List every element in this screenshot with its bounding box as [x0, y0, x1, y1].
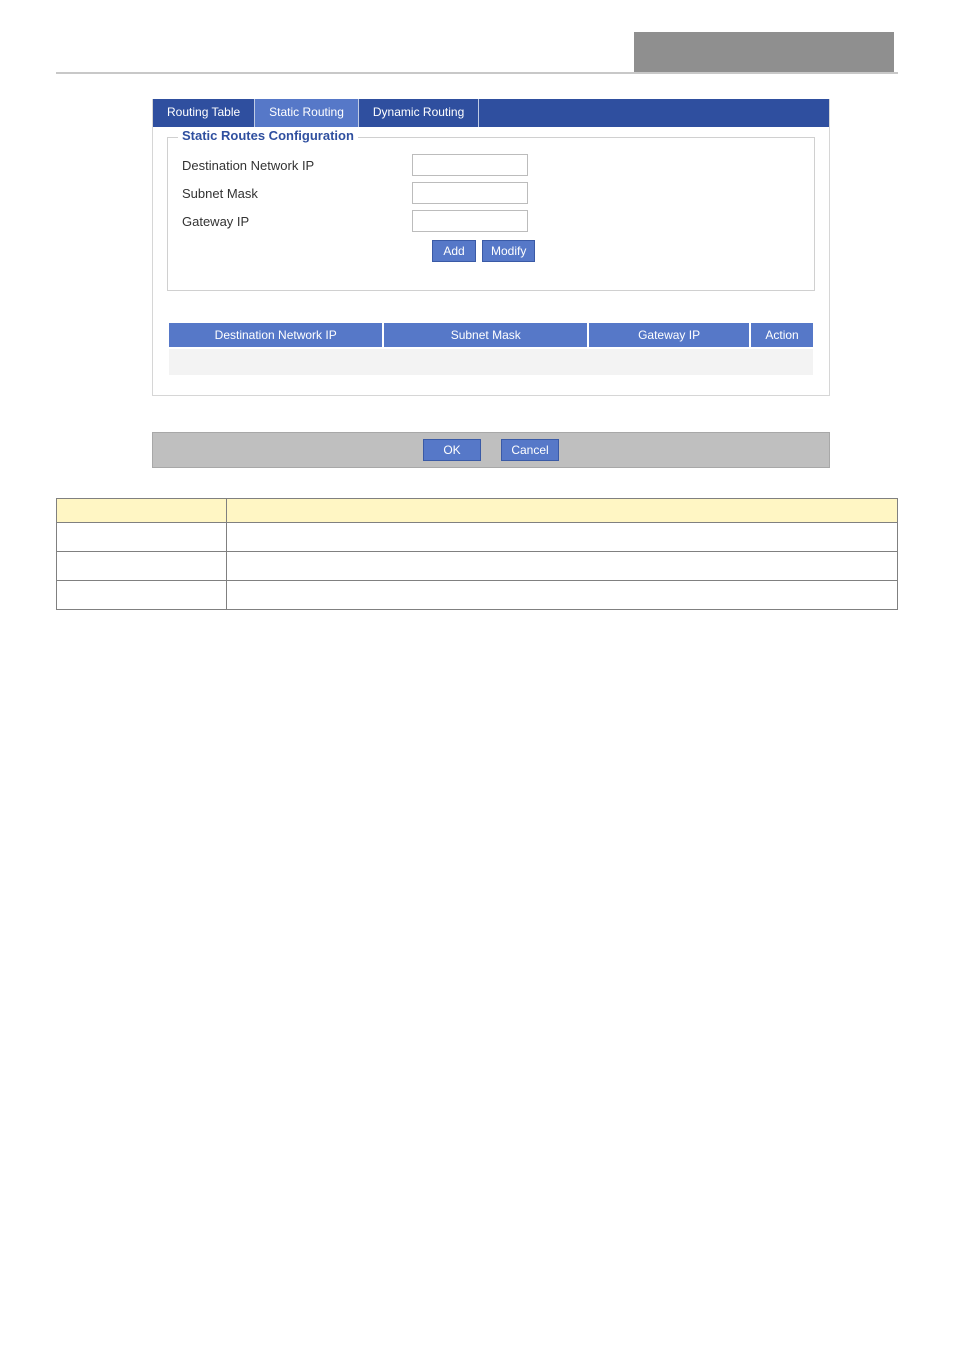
- info-header-left: [57, 499, 227, 523]
- th-gateway-ip: Gateway IP: [589, 323, 749, 347]
- label-gateway-ip: Gateway IP: [182, 214, 412, 229]
- info-cell-label: [57, 552, 227, 581]
- row-destination-ip: Destination Network IP: [182, 154, 800, 176]
- label-destination-ip: Destination Network IP: [182, 158, 412, 173]
- modify-button[interactable]: Modify: [482, 240, 535, 262]
- info-table: [56, 498, 898, 610]
- fieldset-legend: Static Routes Configuration: [178, 128, 358, 143]
- tab-static-routing[interactable]: Static Routing: [255, 99, 359, 127]
- row-gateway-ip: Gateway IP: [182, 210, 800, 232]
- static-routes-fieldset: Static Routes Configuration Destination …: [167, 137, 815, 291]
- info-row: [57, 552, 898, 581]
- info-cell-desc: [227, 581, 898, 610]
- cell-empty: [169, 349, 813, 375]
- info-header-right: [227, 499, 898, 523]
- row-subnet-mask: Subnet Mask: [182, 182, 800, 204]
- info-row: [57, 523, 898, 552]
- th-action: Action: [751, 323, 813, 347]
- form-button-row: Add Modify: [432, 240, 800, 262]
- info-row: [57, 581, 898, 610]
- footer-bar: OK Cancel: [152, 432, 830, 468]
- label-subnet-mask: Subnet Mask: [182, 186, 412, 201]
- tab-routing-table[interactable]: Routing Table: [153, 99, 255, 127]
- ok-button[interactable]: OK: [423, 439, 481, 461]
- th-destination-ip: Destination Network IP: [169, 323, 382, 347]
- routes-table: Destination Network IP Subnet Mask Gatew…: [167, 321, 815, 377]
- header-gray-block: [634, 32, 894, 72]
- tab-dynamic-routing[interactable]: Dynamic Routing: [359, 99, 479, 127]
- header-divider: [56, 72, 898, 74]
- input-subnet-mask[interactable]: [412, 182, 528, 204]
- static-routing-panel: Routing Table Static Routing Dynamic Rou…: [152, 99, 830, 396]
- th-subnet-mask: Subnet Mask: [384, 323, 587, 347]
- table-row: [169, 349, 813, 375]
- info-cell-label: [57, 581, 227, 610]
- add-button[interactable]: Add: [432, 240, 476, 262]
- input-gateway-ip[interactable]: [412, 210, 528, 232]
- info-cell-label: [57, 523, 227, 552]
- tabs-fill: [479, 99, 829, 127]
- input-destination-ip[interactable]: [412, 154, 528, 176]
- info-cell-desc: [227, 552, 898, 581]
- info-cell-desc: [227, 523, 898, 552]
- cancel-button[interactable]: Cancel: [501, 439, 559, 461]
- routes-table-body: [169, 349, 813, 375]
- tabs-bar: Routing Table Static Routing Dynamic Rou…: [153, 99, 829, 127]
